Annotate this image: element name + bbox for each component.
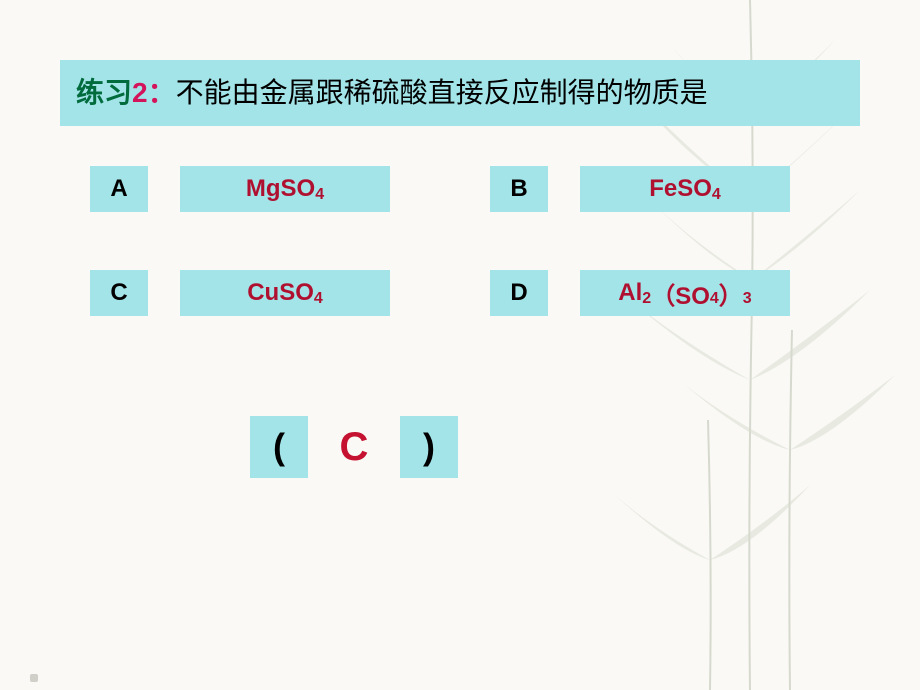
option-d: D Al2（SO4）3 (490, 270, 850, 316)
footer-control-icon (30, 674, 38, 682)
question-number: 2： (132, 77, 176, 108)
question-label: 练习 (76, 77, 132, 108)
options-grid: A MgSO4 B FeSO4 C CuSO4 D Al2（SO4）3 (90, 166, 850, 316)
option-b-formula: FeSO4 (580, 166, 790, 212)
answer-close-bracket: ) (400, 416, 458, 478)
slide-content: 练习2：不能由金属跟稀硫酸直接反应制得的物质是 A MgSO4 B FeSO4 … (0, 0, 920, 478)
answer-row: ( C ) (250, 416, 860, 478)
option-c-letter: C (90, 270, 148, 316)
answer-open-bracket: ( (250, 416, 308, 478)
question-box: 练习2：不能由金属跟稀硫酸直接反应制得的物质是 (60, 60, 860, 126)
option-b: B FeSO4 (490, 166, 850, 212)
option-d-formula: Al2（SO4）3 (580, 270, 790, 316)
option-c-formula: CuSO4 (180, 270, 390, 316)
option-a-letter: A (90, 166, 148, 212)
option-c: C CuSO4 (90, 270, 450, 316)
question-body: 不能由金属跟稀硫酸直接反应制得的物质是 (176, 77, 708, 108)
answer-value: C (308, 416, 400, 478)
option-a-formula: MgSO4 (180, 166, 390, 212)
option-a: A MgSO4 (90, 166, 450, 212)
option-b-letter: B (490, 166, 548, 212)
option-d-letter: D (490, 270, 548, 316)
